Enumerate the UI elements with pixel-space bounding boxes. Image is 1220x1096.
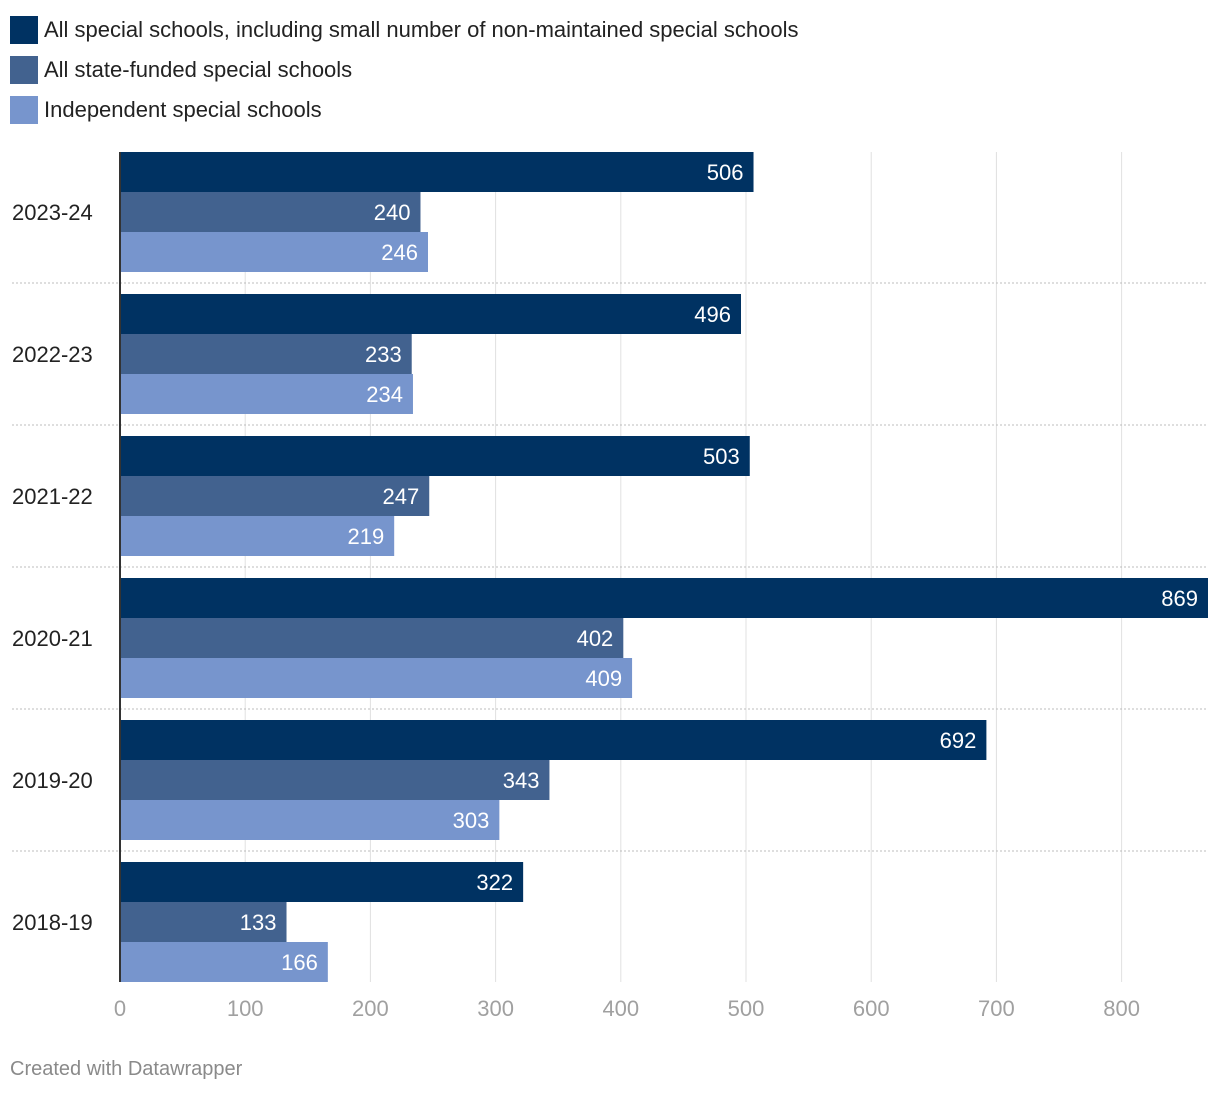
bar-2021-22-s0 <box>120 436 750 476</box>
legend-label-state-funded: All state-funded special schools <box>44 57 353 82</box>
footer-credit: Created with Datawrapper <box>10 1058 243 1080</box>
bar-2018-19-s0 <box>120 862 524 902</box>
bar-value-label: 233 <box>365 342 402 367</box>
category-label-2022-23: 2022-23 <box>12 342 93 367</box>
x-tick-label-400: 400 <box>602 996 639 1021</box>
bar-value-label: 506 <box>707 160 744 185</box>
x-tick-label-300: 300 <box>477 996 514 1021</box>
category-label-2021-22: 2021-22 <box>12 484 93 509</box>
legend: All special schools, including small num… <box>10 10 799 130</box>
legend-item-independent: Independent special schools <box>10 90 799 130</box>
x-tick-label-700: 700 <box>978 996 1015 1021</box>
bar-2019-20-s0 <box>120 720 987 760</box>
bar-2023-24-s2 <box>120 232 428 272</box>
x-tick-label-500: 500 <box>728 996 765 1021</box>
category-label-2020-21: 2020-21 <box>12 626 93 651</box>
bar-2019-20-s1 <box>120 760 550 800</box>
bar-2022-23-s1 <box>120 334 412 374</box>
x-tick-label-800: 800 <box>1103 996 1140 1021</box>
legend-label-independent: Independent special schools <box>44 97 322 122</box>
legend-swatch-state-funded <box>10 56 38 84</box>
bar-2018-19-s2 <box>120 942 328 982</box>
bar-value-label: 869 <box>1161 586 1198 611</box>
bar-2023-24-s1 <box>120 192 421 232</box>
bar-2019-20-s2 <box>120 800 500 840</box>
x-tick-label-0: 0 <box>114 996 126 1021</box>
bar-2018-19-s1 <box>120 902 287 942</box>
legend-item-all-special: All special schools, including small num… <box>10 10 799 50</box>
x-tick-label-600: 600 <box>853 996 890 1021</box>
bar-2022-23-s2 <box>120 374 413 414</box>
bar-2022-23-s0 <box>120 294 741 334</box>
bar-value-label: 133 <box>240 910 277 935</box>
x-tick-label-100: 100 <box>227 996 264 1021</box>
legend-label-all-special: All special schools, including small num… <box>44 17 799 42</box>
bar-value-label: 219 <box>347 524 384 549</box>
bar-value-label: 496 <box>694 302 731 327</box>
bar-value-label: 503 <box>703 444 740 469</box>
bar-value-label: 303 <box>453 808 490 833</box>
bar-value-label: 692 <box>940 728 977 753</box>
bar-value-label: 166 <box>281 950 318 975</box>
bar-value-label: 246 <box>381 240 418 265</box>
bar-2021-22-s1 <box>120 476 430 516</box>
legend-item-state-funded: All state-funded special schools <box>10 50 799 90</box>
category-label-2023-24: 2023-24 <box>12 200 93 225</box>
bar-value-label: 402 <box>577 626 614 651</box>
category-label-2018-19: 2018-19 <box>12 910 93 935</box>
bar-value-label: 240 <box>374 200 411 225</box>
bar-value-label: 234 <box>366 382 403 407</box>
legend-swatch-independent <box>10 96 38 124</box>
legend-swatch-all-special <box>10 16 38 44</box>
bar-2020-21-s2 <box>120 658 633 698</box>
x-tick-label-200: 200 <box>352 996 389 1021</box>
bar-2021-22-s2 <box>120 516 395 556</box>
bar-2020-21-s1 <box>120 618 624 658</box>
bar-value-label: 322 <box>476 870 513 895</box>
bar-value-label: 409 <box>585 666 622 691</box>
category-label-2019-20: 2019-20 <box>12 768 93 793</box>
bar-2023-24-s0 <box>120 152 754 192</box>
bar-value-label: 343 <box>503 768 540 793</box>
bar-2020-21-s0 <box>120 578 1208 618</box>
bar-value-label: 247 <box>383 484 420 509</box>
